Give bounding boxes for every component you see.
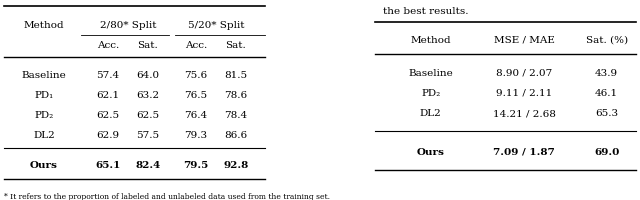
Text: PD₂: PD₂ <box>421 88 440 97</box>
Text: the best results.: the best results. <box>383 7 468 16</box>
Text: 82.4: 82.4 <box>135 160 161 169</box>
Text: Sat. (%): Sat. (%) <box>586 35 628 44</box>
Text: 57.4: 57.4 <box>97 70 120 79</box>
Text: Method: Method <box>410 35 451 44</box>
Text: 14.21 / 2.68: 14.21 / 2.68 <box>493 109 556 118</box>
Text: 2/80* Split: 2/80* Split <box>100 21 156 30</box>
Text: 78.4: 78.4 <box>225 110 248 119</box>
Text: DL2: DL2 <box>33 131 55 140</box>
Text: 78.6: 78.6 <box>225 90 248 99</box>
Text: 7.09 / 1.87: 7.09 / 1.87 <box>493 147 555 156</box>
Text: Sat.: Sat. <box>225 41 246 50</box>
Text: 76.5: 76.5 <box>184 90 207 99</box>
Text: 62.5: 62.5 <box>136 110 159 119</box>
Text: Acc.: Acc. <box>185 41 207 50</box>
Text: 62.9: 62.9 <box>97 131 120 140</box>
Text: 75.6: 75.6 <box>184 70 207 79</box>
Text: 62.5: 62.5 <box>97 110 120 119</box>
Text: PD₂: PD₂ <box>35 110 54 119</box>
Text: 92.8: 92.8 <box>223 160 248 169</box>
Text: 46.1: 46.1 <box>595 88 618 97</box>
Text: 57.5: 57.5 <box>136 131 159 140</box>
Text: 9.11 / 2.11: 9.11 / 2.11 <box>496 88 552 97</box>
Text: 86.6: 86.6 <box>225 131 248 140</box>
Text: 8.90 / 2.07: 8.90 / 2.07 <box>496 68 552 77</box>
Text: Ours: Ours <box>417 147 445 156</box>
Text: PD₁: PD₁ <box>35 90 54 99</box>
Text: Sat.: Sat. <box>138 41 158 50</box>
Text: MSE / MAE: MSE / MAE <box>493 35 554 44</box>
Text: 65.3: 65.3 <box>595 109 618 118</box>
Text: Method: Method <box>24 21 65 30</box>
Text: 79.3: 79.3 <box>184 131 207 140</box>
Text: Baseline: Baseline <box>408 68 453 77</box>
Text: 65.1: 65.1 <box>95 160 121 169</box>
Text: 69.0: 69.0 <box>594 147 620 156</box>
Text: 5/20* Split: 5/20* Split <box>188 21 244 30</box>
Text: * It refers to the proportion of labeled and unlabeled data used from the traini: * It refers to the proportion of labeled… <box>4 192 330 200</box>
Text: Acc.: Acc. <box>97 41 119 50</box>
Text: Baseline: Baseline <box>22 70 67 79</box>
Text: Ours: Ours <box>30 160 58 169</box>
Text: 81.5: 81.5 <box>225 70 248 79</box>
Text: 76.4: 76.4 <box>184 110 207 119</box>
Text: 62.1: 62.1 <box>97 90 120 99</box>
Text: 64.0: 64.0 <box>136 70 159 79</box>
Text: 79.5: 79.5 <box>183 160 209 169</box>
Text: 43.9: 43.9 <box>595 68 618 77</box>
Text: DL2: DL2 <box>420 109 442 118</box>
Text: 63.2: 63.2 <box>136 90 159 99</box>
